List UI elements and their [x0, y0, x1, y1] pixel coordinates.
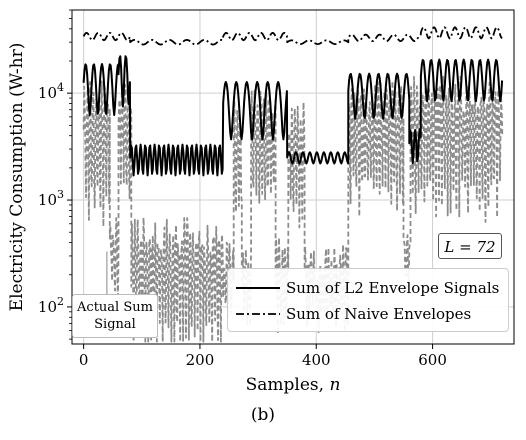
- legend-swatch-dashdot: [236, 313, 280, 315]
- x-tick-label: 200: [186, 351, 215, 369]
- actual-signal-callout: Actual Sum Signal: [72, 294, 158, 338]
- x-tick-label: 400: [302, 351, 331, 369]
- x-tick-label: 600: [418, 351, 447, 369]
- tick-layer: 0 200 400 600 102 103 104: [38, 9, 447, 369]
- figure-caption: (b): [250, 405, 276, 425]
- series-line-solid: [82, 55, 504, 177]
- actual-signal-callout-line1: Actual Sum: [77, 300, 153, 315]
- y-axis-label: Electricity Consumption (W-hr): [7, 43, 27, 312]
- plot-frame: [71, 9, 515, 345]
- y-tick-label: 104: [38, 81, 64, 102]
- y-tick-label: 103: [38, 188, 64, 209]
- legend-label-naive: Sum of Naive Envelopes: [286, 305, 472, 323]
- series-line-dashed: [82, 75, 504, 343]
- y-tick-label: 102: [38, 295, 64, 316]
- legend-swatch-solid: [236, 287, 280, 289]
- legend-item-l2: Sum of L2 Envelope Signals: [228, 277, 510, 299]
- actual-signal-callout-line2: Signal: [94, 317, 136, 332]
- legend-label-l2: Sum of L2 Envelope Signals: [286, 279, 500, 297]
- x-tick-label: 0: [79, 351, 89, 369]
- window-length-text: L = 72: [444, 238, 496, 256]
- legend: Sum of L2 Envelope Signals Sum of Naive …: [227, 268, 509, 332]
- legend-item-naive: Sum of Naive Envelopes: [228, 303, 510, 325]
- series-line-dashdot: [82, 26, 503, 46]
- x-axis-label: Samples, n: [246, 375, 341, 395]
- window-length-annotation: L = 72: [438, 233, 502, 259]
